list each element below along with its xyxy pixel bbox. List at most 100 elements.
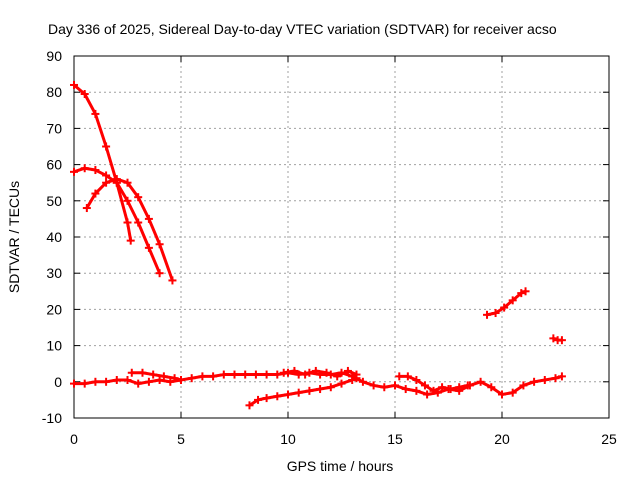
data-point	[138, 368, 147, 377]
data-point	[112, 175, 121, 184]
data-point	[168, 276, 177, 285]
series-arc-g	[279, 366, 361, 381]
data-point	[144, 377, 153, 386]
data-point	[279, 368, 288, 377]
data-point	[102, 142, 111, 151]
y-tick-label: 70	[46, 120, 62, 136]
y-tick-label: -10	[42, 410, 62, 426]
data-point	[102, 178, 111, 187]
data-point	[134, 193, 143, 202]
y-tick-label: 20	[46, 301, 62, 317]
data-point	[391, 381, 399, 390]
series-arc-a	[70, 80, 135, 245]
data-point	[508, 296, 517, 305]
data-point	[549, 334, 558, 343]
data-point	[401, 385, 410, 394]
data-point	[483, 310, 492, 319]
data-point	[491, 309, 500, 318]
data-point	[144, 214, 153, 223]
gridlines	[74, 56, 609, 418]
data-point	[429, 386, 438, 395]
data-point	[403, 372, 412, 381]
series-line	[72, 371, 564, 396]
data-point	[446, 385, 455, 394]
data-point	[463, 381, 472, 390]
data-point	[177, 375, 185, 384]
data-point	[305, 386, 314, 395]
data-point	[219, 370, 228, 379]
data-point	[70, 167, 78, 176]
x-tick-label: 20	[494, 431, 510, 447]
data-point	[380, 383, 389, 392]
data-point	[112, 375, 121, 384]
data-point	[230, 370, 239, 379]
data-point	[127, 368, 136, 377]
data-point	[290, 366, 299, 375]
data-point	[262, 370, 271, 379]
data-point	[311, 366, 320, 375]
data-point	[91, 109, 100, 118]
data-point	[476, 377, 485, 386]
data-point	[149, 370, 158, 379]
data-point	[80, 164, 89, 173]
series-arc-i	[483, 287, 530, 319]
data-point	[420, 381, 429, 390]
data-point	[80, 379, 89, 388]
data-point	[70, 80, 78, 89]
data-point	[91, 189, 100, 198]
data-point	[159, 372, 168, 381]
y-tick-label: 90	[46, 48, 62, 64]
data-point	[155, 240, 164, 249]
data-point	[245, 401, 254, 410]
data-point	[412, 386, 421, 395]
data-point	[80, 90, 89, 99]
data-point	[70, 379, 78, 388]
data-point	[519, 381, 528, 390]
data-point	[322, 368, 331, 377]
data-point	[262, 394, 271, 403]
data-point	[144, 243, 153, 252]
x-tick-labels: 0 5 10 15 20 25	[70, 431, 617, 447]
data-point	[508, 388, 517, 397]
data-point	[358, 377, 367, 386]
x-axis-title: GPS time / hours	[287, 458, 394, 474]
data-point	[337, 379, 346, 388]
y-axis-title: SDTVAR / TECUs	[6, 181, 22, 293]
data-point	[126, 236, 135, 245]
data-point	[333, 372, 342, 381]
data-point	[273, 370, 282, 379]
series-arc-h	[395, 372, 472, 395]
x-tick-label: 25	[601, 431, 617, 447]
data-point	[155, 375, 164, 384]
series-arc-e	[127, 368, 185, 384]
axis-ticks	[73, 55, 610, 419]
data-point	[557, 336, 566, 345]
series-line	[485, 289, 528, 317]
y-tick-label: 30	[46, 265, 62, 281]
data-point	[517, 289, 526, 298]
x-tick-label: 5	[177, 431, 185, 447]
series-line	[72, 83, 133, 243]
x-tick-label: 15	[387, 431, 403, 447]
data-point	[412, 375, 421, 384]
data-point	[301, 370, 310, 379]
data-point	[91, 377, 100, 386]
data-point	[273, 392, 282, 401]
data-point	[343, 366, 352, 375]
y-tick-label: 50	[46, 193, 62, 209]
data-point	[557, 372, 566, 381]
data-point	[500, 303, 509, 312]
data-point	[251, 370, 260, 379]
y-tick-label: 80	[46, 84, 62, 100]
data-point	[170, 374, 179, 383]
series-group	[70, 80, 566, 410]
data-point	[187, 374, 196, 383]
data-point	[294, 388, 303, 397]
data-point	[254, 395, 263, 404]
data-point	[166, 377, 175, 386]
data-point	[498, 390, 506, 399]
data-point	[155, 269, 164, 278]
data-point	[123, 196, 132, 205]
data-point	[123, 178, 132, 187]
